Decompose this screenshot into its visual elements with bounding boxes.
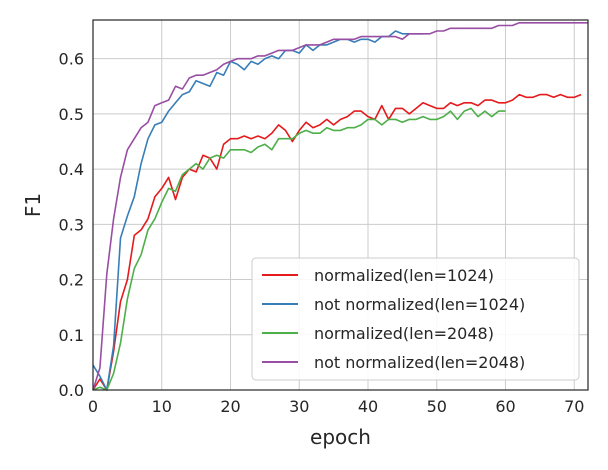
series-line-1 xyxy=(92,93,582,391)
y-tick-label: 0.5 xyxy=(59,105,84,124)
series-line-4 xyxy=(92,21,588,391)
y-tick-label: 0.4 xyxy=(59,160,84,179)
x-tick-label: 10 xyxy=(152,397,172,416)
x-tick-label: 60 xyxy=(495,397,515,416)
axes-frame xyxy=(92,19,589,391)
y-tick-label: 0.6 xyxy=(59,50,84,69)
series-group xyxy=(92,21,588,391)
x-tick-label: 50 xyxy=(427,397,447,416)
y-axis-label: F1 xyxy=(21,193,45,217)
x-tick-label: 40 xyxy=(358,397,378,416)
x-tick-label: 20 xyxy=(220,397,240,416)
y-tick-label: 0.3 xyxy=(59,215,84,234)
x-axis-label: epoch xyxy=(310,425,371,449)
series-line-2 xyxy=(92,30,423,391)
legend-box xyxy=(251,257,580,381)
x-tick-label: 70 xyxy=(564,397,584,416)
y-tick-label: 0.2 xyxy=(59,271,84,290)
legend-label: not normalized(len=1024) xyxy=(314,295,525,314)
y-tick-labels: 0.0 0.1 0.2 0.3 0.4 0.5 0.6 xyxy=(59,50,84,400)
x-tick-label: 0 xyxy=(88,397,98,416)
legend-label: not normalized(len=2048) xyxy=(314,353,525,372)
x-tick-label: 30 xyxy=(289,397,309,416)
y-tick-label: 0.1 xyxy=(59,326,84,345)
legend-label: normalized(len=1024) xyxy=(314,266,494,285)
legend-label: normalized(len=2048) xyxy=(314,324,494,343)
x-tick-labels: 0 10 20 30 40 50 60 70 xyxy=(88,397,585,416)
legend: normalized(len=1024) not normalized(len=1… xyxy=(251,257,580,381)
y-tick-label: 0.0 xyxy=(59,381,84,400)
series-line-3 xyxy=(92,107,506,391)
